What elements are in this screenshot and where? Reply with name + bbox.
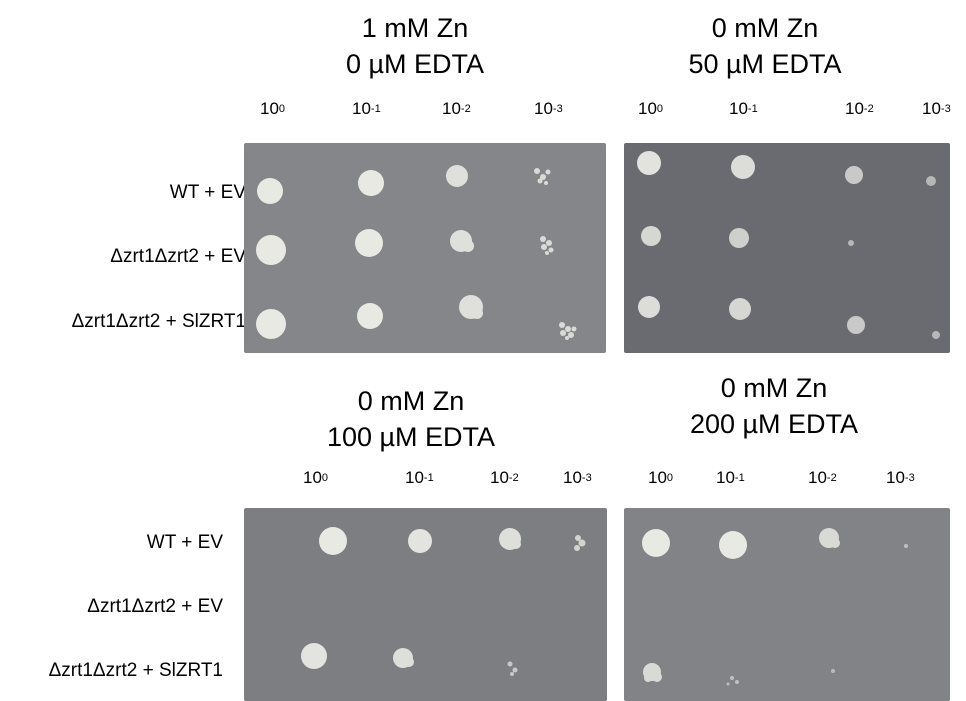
panel-3-title-line2: 100 µM EDTA [326, 422, 496, 452]
panel-1-dilution-4: 10-3 [534, 99, 563, 118]
colony [926, 176, 936, 186]
panel-4-title-line2: 200 µM EDTA [689, 409, 859, 439]
panel-4-dilution-2: 10-1 [716, 468, 745, 487]
colony-clustered [819, 528, 840, 548]
panel-2-title-line1: 0 mM Zn [711, 13, 819, 43]
colony [408, 529, 432, 553]
plate-top-left [244, 143, 606, 353]
colony-clustered [499, 528, 521, 550]
colony [731, 155, 755, 179]
panel-4-dilution-3: 10-2 [808, 468, 837, 487]
panel-4-title: 0 mM Zn 200 µM EDTA [668, 370, 880, 442]
plate-top-right [624, 143, 950, 353]
panel-3-dilution-1: 100 [303, 468, 329, 487]
panel-2-dilution-4: 10-3 [922, 99, 951, 118]
colony [638, 296, 660, 318]
colony [831, 669, 835, 673]
colony [845, 166, 863, 184]
colony-sparse [507, 661, 518, 676]
colony [729, 298, 751, 320]
panel-3-title: 0 mM Zn 100 µM EDTA [300, 383, 522, 455]
panel-3-dilution-4: 10-3 [563, 468, 592, 487]
panel-3-row-label-wt: WT + EV [146, 532, 223, 553]
colony [256, 309, 286, 339]
plate-bottom-left [244, 508, 607, 701]
panel-3-dilution-3: 10-2 [490, 468, 519, 487]
colony [847, 316, 865, 334]
panel-4-dilution-1: 100 [648, 468, 674, 487]
panel-3-title-line1: 0 mM Zn [357, 386, 465, 416]
panel-3-row-label-mutant-ev: Δzrt1Δzrt2 + EV [87, 596, 223, 617]
panel-2-title-line2: 50 µM EDTA [688, 49, 842, 79]
colony-sparse [534, 168, 551, 185]
colony [355, 229, 383, 257]
panel-1-row-label-wt: WT + EV [169, 182, 246, 203]
panel-1-dilution-2: 10-1 [352, 99, 381, 118]
panel-1-dilution-3: 10-2 [442, 99, 471, 118]
panel-4-title-line1: 0 mM Zn [720, 373, 828, 403]
colony [319, 527, 347, 555]
panel-2-title: 0 mM Zn 50 µM EDTA [660, 10, 870, 82]
panel-1-row-label-mutant-slzrt1: Δzrt1Δzrt2 + SlZRT1 [71, 311, 246, 332]
colony-clustered [393, 648, 414, 668]
panel-1-title-line1: 1 mM Zn [361, 13, 469, 43]
panel-1-title: 1 mM Zn 0 µM EDTA [300, 10, 530, 82]
colony-clustered [450, 230, 474, 252]
panel-3-dilution-2: 10-1 [405, 468, 434, 487]
colony [932, 331, 940, 339]
colony-sparse [559, 322, 577, 340]
colony [301, 643, 327, 669]
plate-bottom-right [624, 508, 950, 701]
colony [357, 303, 383, 329]
colony [904, 544, 908, 548]
colony [637, 151, 661, 175]
colony [358, 170, 384, 196]
colony [446, 165, 468, 187]
colony-clustered [643, 663, 662, 682]
panel-2-dilution-2: 10-1 [729, 99, 758, 118]
colony [729, 228, 749, 248]
colony-sparse [726, 676, 739, 686]
panel-3-row-label-mutant-slzrt1: Δzrt1Δzrt2 + SlZRT1 [48, 660, 223, 681]
colony [257, 178, 283, 204]
colony [848, 240, 854, 246]
colony-sparse [574, 535, 586, 551]
colony [256, 235, 286, 265]
colony-sparse [540, 236, 554, 255]
colony [719, 531, 747, 559]
colony [642, 529, 670, 557]
panel-1-dilution-1: 100 [260, 99, 286, 118]
colony [641, 226, 661, 246]
panel-1-title-line2: 0 µM EDTA [345, 49, 485, 79]
panel-1-row-label-mutant-ev: Δzrt1Δzrt2 + EV [110, 246, 246, 267]
panel-4-dilution-4: 10-3 [886, 468, 915, 487]
colony-clustered [459, 295, 483, 319]
panel-2-dilution-1: 100 [638, 99, 664, 118]
panel-2-dilution-3: 10-2 [845, 99, 874, 118]
